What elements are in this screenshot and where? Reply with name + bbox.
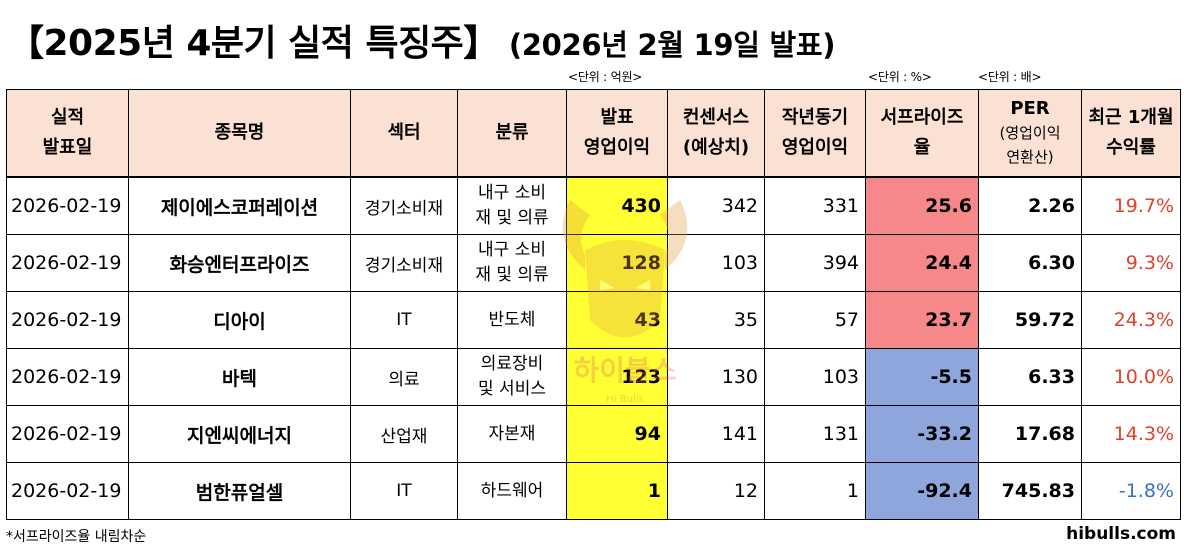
category-line: 자본재 — [488, 423, 536, 444]
table-header-row: 실적 발표일 종목명 섹터 분류 발표 영업이익 컨센서스 (예상치) 작년동기… — [6, 89, 1181, 178]
cell-sector: 경기소비재 — [350, 176, 458, 235]
cell-stock-name: 디아이 — [128, 291, 351, 349]
cell-announced: 128 — [566, 234, 668, 292]
category-line: 내구 소비 — [478, 240, 546, 260]
cell-surprise: 25.6 — [865, 176, 979, 235]
cell-stock-name: 제이에스코퍼레이션 — [128, 176, 351, 235]
col-header-announced: 발표 영업이익 — [566, 89, 668, 178]
cell-consensus: 12 — [667, 462, 765, 520]
cell-consensus: 342 — [667, 176, 765, 235]
category-line: 및 서비스 — [478, 379, 546, 399]
col-header-per: PER (영업이익 연환산) — [978, 89, 1082, 178]
cell-consensus: 103 — [667, 234, 765, 292]
cell-sector: IT — [350, 462, 458, 520]
cell-prior-year: 1 — [764, 462, 866, 520]
table-body: 2026-02-19 제이에스코퍼레이션 경기소비재 내구 소비 재 및 의류 430 34… — [6, 176, 1181, 520]
cell-surprise: 23.7 — [865, 291, 979, 349]
table-row: 2026-02-19 디아이 IT 반도체 43 35 57 23.7 59.72 24.3% — [6, 291, 1181, 349]
page-title: 【2025년 4분기 실적 특징주】 (2026년 2월 19일 발표) — [8, 14, 835, 66]
col-header-consensus: 컨센서스 (예상치) — [667, 89, 765, 178]
cell-sector: 의료 — [350, 348, 458, 406]
cell-return: -1.8% — [1081, 462, 1181, 520]
cell-announced: 1 — [566, 462, 668, 520]
cell-stock-name: 바텍 — [128, 348, 351, 406]
cell-surprise: 24.4 — [865, 234, 979, 292]
cell-category: 하드웨어 — [457, 462, 567, 520]
unit-per: <단위 : 배> — [978, 70, 1042, 84]
cell-consensus: 35 — [667, 291, 765, 349]
cell-prior-year: 103 — [764, 348, 866, 406]
table-row: 2026-02-19 화승엔터프라이즈 경기소비재 내구 소비 재 및 의류 128 103… — [6, 234, 1181, 292]
table-row: 2026-02-19 범한퓨얼셀 IT 하드웨어 1 12 1 -92.4 745.83 -1.8… — [6, 462, 1181, 520]
category-line: 내구 소비 — [478, 183, 546, 203]
col-header-category: 분류 — [457, 89, 567, 178]
table-row: 2026-02-19 지엔씨에너지 산업재 자본재 94 141 131 -33.2 17.68… — [6, 405, 1181, 463]
cell-announced: 94 — [566, 405, 668, 463]
cell-stock-name: 화승엔터프라이즈 — [128, 234, 351, 292]
cell-per: 59.72 — [978, 291, 1082, 349]
cell-consensus: 130 — [667, 348, 765, 406]
site-url[interactable]: hibulls.com — [1066, 524, 1176, 544]
col-header-return: 최근 1개월 수익률 — [1081, 89, 1181, 178]
cell-sector: IT — [350, 291, 458, 349]
cell-announced: 43 — [566, 291, 668, 349]
category-line: 의료장비 — [480, 354, 544, 374]
cell-category: 자본재 — [457, 405, 567, 463]
cell-per: 17.68 — [978, 405, 1082, 463]
cell-date: 2026-02-19 — [6, 405, 129, 463]
cell-date: 2026-02-19 — [6, 291, 129, 349]
cell-per: 2.26 — [978, 176, 1082, 235]
cell-surprise: -33.2 — [865, 405, 979, 463]
cell-return: 19.7% — [1081, 176, 1181, 235]
col-header-name: 종목명 — [128, 89, 351, 178]
col-header-date: 실적 발표일 — [6, 89, 129, 178]
title-sub: (2026년 2월 19일 발표) — [508, 28, 836, 62]
cell-per: 6.30 — [978, 234, 1082, 292]
cell-date: 2026-02-19 — [6, 462, 129, 520]
cell-announced: 123 — [566, 348, 668, 406]
cell-prior-year: 57 — [764, 291, 866, 349]
category-line: 하드웨어 — [480, 480, 544, 501]
footnote: *서프라이즈율 내림차순 — [6, 529, 147, 545]
cell-stock-name: 범한퓨얼셀 — [128, 462, 351, 520]
cell-prior-year: 131 — [764, 405, 866, 463]
cell-return: 24.3% — [1081, 291, 1181, 349]
cell-surprise: -92.4 — [865, 462, 979, 520]
cell-surprise: -5.5 — [865, 348, 979, 406]
cell-per: 6.33 — [978, 348, 1082, 406]
cell-prior-year: 331 — [764, 176, 866, 235]
cell-date: 2026-02-19 — [6, 348, 129, 406]
earnings-table: 실적 발표일 종목명 섹터 분류 발표 영업이익 컨센서스 (예상치) 작년동기… — [6, 89, 1181, 520]
category-line: 재 및 의류 — [475, 208, 549, 228]
table-row: 2026-02-19 제이에스코퍼레이션 경기소비재 내구 소비 재 및 의류 430 34… — [6, 176, 1181, 235]
cell-date: 2026-02-19 — [6, 234, 129, 292]
cell-return: 10.0% — [1081, 348, 1181, 406]
col-header-prior-year: 작년동기 영업이익 — [764, 89, 866, 178]
cell-sector: 산업재 — [350, 405, 458, 463]
table-row: 2026-02-19 바텍 의료 의료장비 및 서비스 123 130 103 -5.5 6.33… — [6, 348, 1181, 406]
cell-return: 14.3% — [1081, 405, 1181, 463]
cell-consensus: 141 — [667, 405, 765, 463]
cell-return: 9.3% — [1081, 234, 1181, 292]
cell-per: 745.83 — [978, 462, 1082, 520]
cell-prior-year: 394 — [764, 234, 866, 292]
col-header-sector: 섹터 — [350, 89, 458, 178]
cell-stock-name: 지엔씨에너지 — [128, 405, 351, 463]
unit-earnings: <단위 : 억원> — [568, 70, 643, 84]
unit-surprise: <단위 : %> — [868, 70, 932, 84]
cell-announced: 430 — [566, 176, 668, 235]
category-line: 반도체 — [488, 309, 536, 330]
col-header-surprise: 서프라이즈 율 — [865, 89, 979, 178]
category-line: 재 및 의류 — [475, 265, 549, 285]
cell-sector: 경기소비재 — [350, 234, 458, 292]
title-main: 【2025년 4분기 실적 특징주】 — [8, 23, 499, 64]
cell-date: 2026-02-19 — [6, 176, 129, 235]
cell-category: 반도체 — [457, 291, 567, 349]
